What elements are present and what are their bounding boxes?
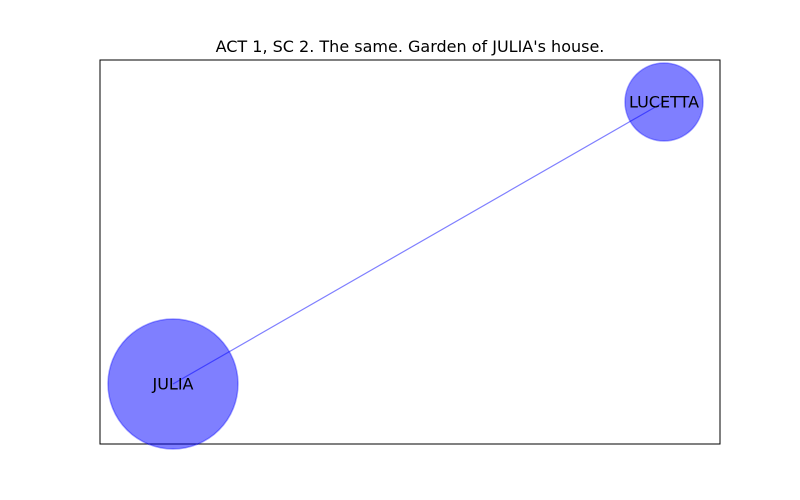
labels-layer: JULIA LUCETTA xyxy=(151,93,699,394)
plot-frame xyxy=(99,59,721,445)
node-label-julia: JULIA xyxy=(151,375,193,394)
edges-layer xyxy=(172,101,665,385)
node-julia xyxy=(107,318,239,450)
node-label-lucetta: LUCETTA xyxy=(629,93,699,112)
nodes-layer xyxy=(107,62,704,450)
node-lucetta xyxy=(624,62,704,142)
edge-julia-lucetta xyxy=(172,101,665,385)
chart-title: ACT 1, SC 2. The same. Garden of JULIA's… xyxy=(216,37,605,56)
